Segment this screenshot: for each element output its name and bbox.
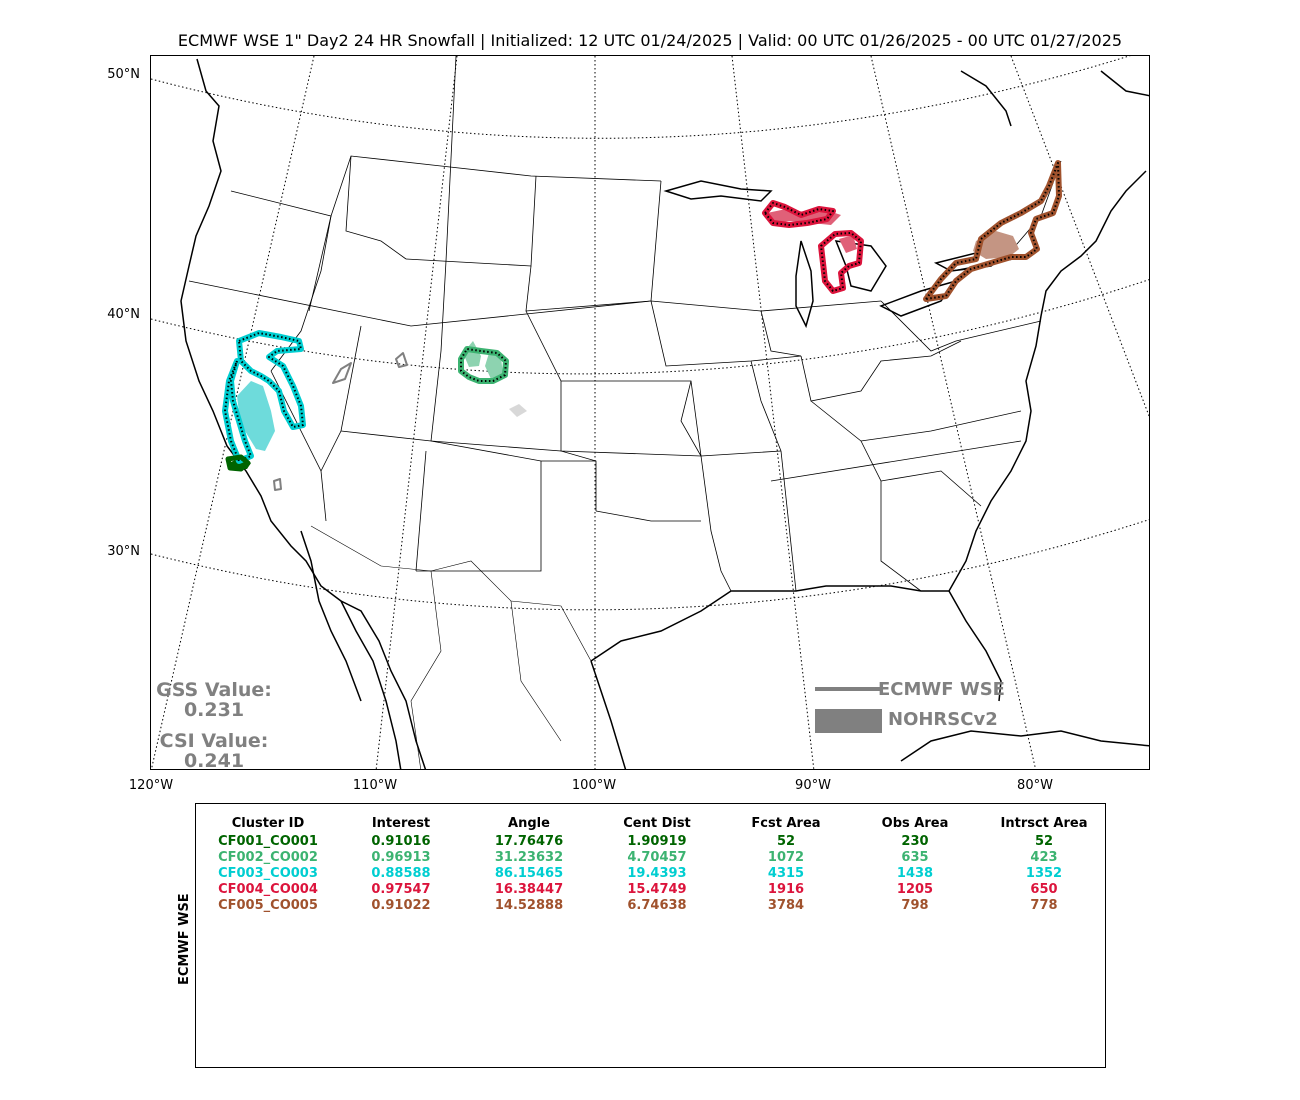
unmatched-forecast-c bbox=[273, 478, 282, 491]
lon-label-100: 100°W bbox=[571, 778, 617, 793]
cell-intrsct-area: 52 bbox=[1034, 833, 1054, 849]
cell-angle: 17.76476 bbox=[494, 833, 564, 849]
cell-fcst-area: 52 bbox=[776, 833, 796, 849]
cell-interest: 0.91016 bbox=[371, 833, 431, 849]
gss-value: 0.231 bbox=[183, 699, 245, 721]
cell-obs-area: 230 bbox=[901, 833, 929, 849]
map-panel bbox=[150, 55, 1150, 770]
cell-obs-area: 635 bbox=[901, 849, 929, 865]
header-obs-area: Obs Area bbox=[881, 816, 949, 831]
cell-fcst-area: 1916 bbox=[767, 881, 805, 897]
forecast-area-cf005 bbox=[923, 160, 1062, 302]
cell-intrsct-area: 423 bbox=[1030, 849, 1058, 865]
table-row: CF005_CO005 0.91022 14.52888 6.74638 378… bbox=[200, 897, 1108, 913]
forecast-area-cf001 bbox=[225, 454, 251, 472]
state-boundaries bbox=[188, 56, 1062, 592]
unmatched-forecast-a bbox=[332, 362, 352, 384]
cell-cent-dist: 4.70457 bbox=[627, 849, 687, 865]
unmatched-forecast-b bbox=[395, 352, 408, 368]
coastlines bbox=[180, 58, 1149, 769]
header-fcst-area: Fcst Area bbox=[751, 816, 821, 831]
longitude-graticule bbox=[151, 56, 1149, 769]
table-row: CF004_CO004 0.97547 16.38447 15.4749 191… bbox=[200, 881, 1108, 897]
observed-area-cf003 bbox=[237, 381, 275, 451]
legend-forecast-label: ECMWF WSE bbox=[878, 679, 1005, 700]
lon-label-90: 90°W bbox=[795, 778, 831, 793]
header-angle: Angle bbox=[508, 816, 550, 831]
cell-interest: 0.96913 bbox=[371, 849, 431, 865]
cell-interest: 0.88588 bbox=[371, 865, 431, 881]
header-interest: Interest bbox=[371, 816, 431, 831]
forecast-snowfall-areas bbox=[222, 160, 1062, 491]
legend-forecast-swatch bbox=[815, 687, 880, 691]
cell-angle: 14.52888 bbox=[494, 897, 564, 913]
lon-label-110: 110°W bbox=[352, 778, 398, 793]
cell-angle: 16.38447 bbox=[494, 881, 564, 897]
cell-fcst-area: 1072 bbox=[767, 849, 805, 865]
cell-fcst-area: 3784 bbox=[767, 897, 805, 913]
legend-observed-swatch bbox=[815, 709, 882, 733]
lon-label-80: 80°W bbox=[1017, 778, 1053, 793]
cell-interest: 0.97547 bbox=[371, 881, 431, 897]
stats-header-row: Cluster ID Interest Angle Cent Dist Fcst… bbox=[200, 814, 1108, 833]
stats-table: Cluster ID Interest Angle Cent Dist Fcst… bbox=[200, 814, 1108, 913]
table-row: CF003_CO003 0.88588 86.15465 19.4393 431… bbox=[200, 865, 1108, 881]
lat-label-40: 40°N bbox=[107, 307, 140, 322]
observed-area-unmatched-a bbox=[509, 404, 527, 417]
mexico-boundaries bbox=[310, 525, 592, 769]
lat-label-50: 50°N bbox=[107, 67, 140, 82]
cell-cent-dist: 15.4749 bbox=[627, 881, 687, 897]
stats-table-frame bbox=[195, 803, 1106, 1068]
cell-cluster-id: CF003_CO003 bbox=[218, 865, 318, 881]
cell-obs-area: 798 bbox=[901, 897, 929, 913]
cell-intrsct-area: 1352 bbox=[1025, 865, 1063, 881]
gss-label: GSS Value: bbox=[156, 679, 272, 701]
header-intrsct-area: Intrsct Area bbox=[1000, 816, 1088, 831]
observed-area-cf002a bbox=[463, 341, 481, 367]
cell-angle: 31.23632 bbox=[494, 849, 564, 865]
cell-intrsct-area: 650 bbox=[1030, 881, 1058, 897]
table-row: CF002_CO002 0.96913 31.23632 4.70457 107… bbox=[200, 849, 1108, 865]
cell-cluster-id: CF005_CO005 bbox=[218, 897, 318, 913]
cell-obs-area: 1205 bbox=[896, 881, 934, 897]
csi-value: 0.241 bbox=[183, 750, 245, 772]
cell-fcst-area: 4315 bbox=[767, 865, 805, 881]
latitude-graticule bbox=[151, 56, 1149, 611]
cell-cent-dist: 6.74638 bbox=[627, 897, 687, 913]
observed-area-cf004b bbox=[839, 235, 857, 253]
cell-obs-area: 1438 bbox=[896, 865, 934, 881]
map-title: ECMWF WSE 1" Day2 24 HR Snowfall | Initi… bbox=[177, 31, 1123, 50]
cell-angle: 86.15465 bbox=[494, 865, 564, 881]
cell-cent-dist: 19.4393 bbox=[627, 865, 687, 881]
cell-cluster-id: CF002_CO002 bbox=[218, 849, 318, 865]
csi-label: CSI Value: bbox=[159, 730, 269, 752]
map-canvas bbox=[151, 56, 1149, 769]
cell-cluster-id: CF004_CO004 bbox=[218, 881, 318, 897]
cell-interest: 0.91022 bbox=[371, 897, 431, 913]
table-row: CF001_CO001 0.91016 17.76476 1.90919 52 … bbox=[200, 833, 1108, 849]
observed-area-cf002b bbox=[485, 353, 503, 379]
cell-cent-dist: 1.90919 bbox=[627, 833, 687, 849]
observed-snowfall-areas bbox=[229, 209, 1019, 469]
stats-side-label: ECMWF WSE bbox=[177, 893, 192, 985]
header-cluster-id: Cluster ID bbox=[231, 816, 305, 831]
lat-label-30: 30°N bbox=[107, 544, 140, 559]
cell-cluster-id: CF001_CO001 bbox=[218, 833, 318, 849]
cell-intrsct-area: 778 bbox=[1030, 897, 1058, 913]
lon-label-120: 120°W bbox=[128, 778, 174, 793]
legend-observed-label: NOHRSCv2 bbox=[888, 709, 998, 730]
header-cent-dist: Cent Dist bbox=[623, 816, 691, 831]
